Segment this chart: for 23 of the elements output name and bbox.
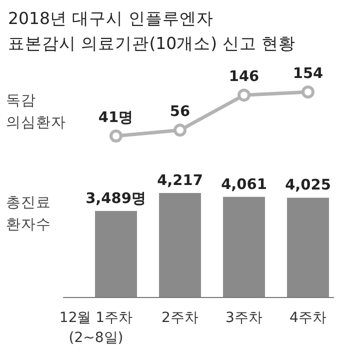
data-label: 56 [170, 104, 190, 120]
data-label: 4,217 [157, 173, 203, 189]
y-axis-title: 총진료 환자수 [6, 195, 51, 233]
data-label: 4,025 [285, 178, 331, 194]
chart-title: 2018년 대구시 인플루엔자 표본감시 의료기관(10개소) 신고 현황 [8, 9, 296, 53]
data-label: 3,489명 [86, 190, 146, 207]
x-tick-label: 12월 1주차 (2~8일) [59, 310, 133, 346]
point [238, 88, 250, 102]
bar [159, 193, 201, 297]
x-tick-label: 3주차 [226, 310, 262, 326]
data-label: 41명 [98, 110, 134, 126]
bar [287, 198, 329, 297]
x-tick-label: 2주차 [162, 310, 198, 326]
y-axis-title: 독감 의심환자 [6, 93, 66, 131]
bar [223, 196, 265, 297]
point [110, 130, 122, 142]
data-label: 146 [228, 69, 260, 86]
data-label: 154 [292, 66, 324, 82]
data-label: 4,061 [221, 176, 267, 193]
x-tick-label: 4주차 [290, 310, 326, 326]
point [302, 86, 314, 98]
bar [95, 210, 137, 297]
point [174, 124, 186, 137]
